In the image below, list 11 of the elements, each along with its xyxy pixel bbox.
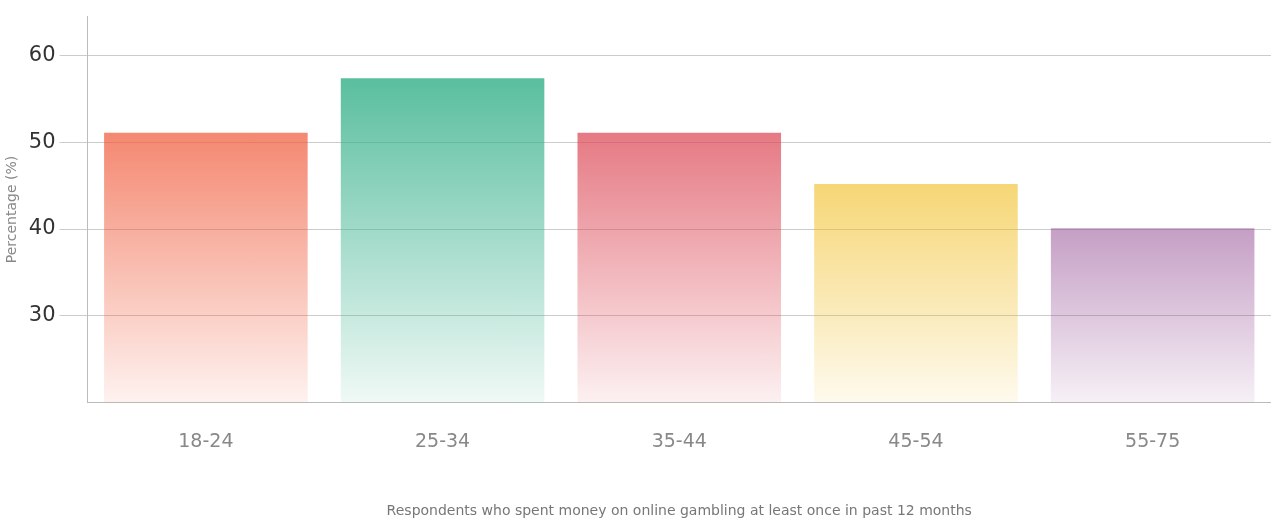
y-tick-label: 30 (28, 302, 56, 327)
x-tick-label: 55-75 (1125, 428, 1181, 451)
x-tick-label: 25-34 (414, 428, 471, 451)
y-tick-label: 50 (28, 128, 56, 153)
x-axis-title: Respondents who spent money on online gambling at least once in past 12 months (386, 502, 972, 519)
x-tick-label: 18-24 (178, 428, 234, 451)
y-axis-title: Percentage (%) (3, 155, 20, 264)
y-tick-label: 60 (28, 42, 56, 67)
x-tick-label: 45-54 (888, 428, 944, 451)
x-tick-label: 35-44 (651, 428, 707, 451)
y-tick-label: 40 (28, 215, 56, 240)
